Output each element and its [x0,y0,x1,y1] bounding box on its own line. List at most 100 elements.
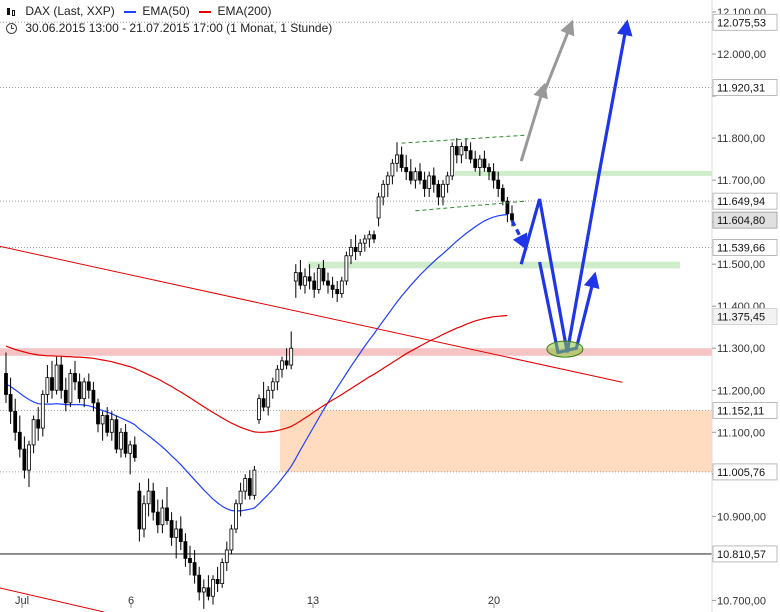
candle [500,188,505,202]
candle [418,171,422,181]
ema50-line [5,214,508,512]
candle [445,175,450,185]
target-highlight-ellipse [546,340,584,358]
candle [266,389,271,408]
candle [27,444,31,471]
level-label-box [712,192,778,210]
candle [109,419,114,433]
x-tick-label: 13 [307,595,319,607]
candle [252,469,257,496]
candle [54,364,59,391]
x-tick-label: Jul [15,595,29,607]
ema50-swatch [124,10,137,13]
zones-layer [0,170,712,472]
candle [330,284,335,290]
candle [344,255,349,282]
candle [270,381,275,391]
scenario-arrow [538,261,600,355]
channel-upper [401,134,526,144]
candle [178,528,183,542]
candle [132,444,137,458]
candle [201,587,206,593]
chart-header: DAX (Last, XXP) EMA(50) EMA(200) [6,4,271,18]
candle [454,146,459,156]
candle [473,158,478,168]
x-axis: Jul 6 13 20 [15,595,500,608]
candle [119,431,123,450]
candle [234,503,238,530]
y-tick-label: 10.700,00 [717,595,766,607]
y-tick-label: 11.300,00 [717,343,765,355]
candle [326,280,330,286]
candle [13,410,18,433]
scenario-arrow [519,19,633,353]
candle [487,167,491,173]
y-tick-label: 11.500,00 [717,259,765,271]
scenario-arrow [510,219,528,251]
period-label: 30.06.2015 13:00 - 21.07.2015 17:00 (1 M… [25,21,333,35]
x-tick-label: 6 [128,595,134,607]
candle [123,431,128,454]
candle [280,360,284,370]
level-label: 12.075,53 [717,17,766,29]
candle [50,377,54,391]
clock-icon [6,23,17,35]
candle [257,398,261,421]
level-label-box [712,13,778,31]
projections-layer [510,19,633,355]
candle [211,579,215,597]
candle [114,419,119,450]
candle [482,158,487,168]
candle [353,246,358,252]
candle [307,276,312,282]
y-tick-label: 12.000,00 [717,49,766,61]
candle [188,557,192,563]
candle [243,478,248,492]
gap-zone [280,410,712,472]
candle [206,587,211,597]
candle [399,154,404,168]
symbol-label: DAX (Last, XXP) [25,4,115,18]
level-label-box [712,239,778,256]
candle [137,490,142,530]
candle [82,381,87,400]
x-tick-label: 20 [488,595,500,607]
candle [358,242,363,252]
support-zone [308,261,680,269]
candle [128,444,133,454]
support-zone [455,170,712,176]
trendline-layer [0,245,623,383]
candle [40,394,45,429]
alternative-arrow [542,19,575,93]
trendline-lower [0,587,105,612]
level-label: 11.005,76 [717,467,765,479]
candle [169,520,174,538]
candle [215,579,220,585]
level-label-box [712,545,778,563]
level-label-box [712,401,778,419]
ema200-swatch [199,10,212,13]
candle [312,280,317,290]
candle [390,162,395,177]
candle [491,171,496,181]
candle [220,562,225,585]
candle [229,528,234,551]
candle [335,288,340,295]
candle [510,213,514,221]
level-label-box [712,308,778,325]
level-label: 11.604,80 [717,215,765,227]
ema200-legend-label: EMA(200) [217,4,272,18]
candle [431,175,436,185]
candle [224,549,229,563]
level-label: 11.375,45 [717,312,765,324]
level-label-box [712,463,778,481]
candle [436,183,441,198]
candle [31,419,36,446]
ema200-line [5,314,508,433]
candle [17,431,22,450]
candle [298,272,303,286]
candle [275,368,280,383]
candle [59,364,64,391]
candle [77,381,82,400]
